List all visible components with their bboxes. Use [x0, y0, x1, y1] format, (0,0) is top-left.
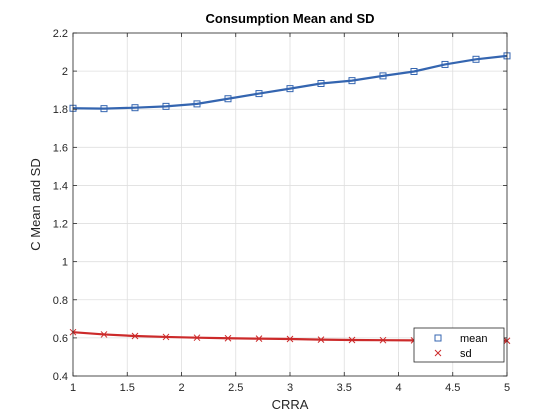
x-tick-label: 4.5 — [445, 382, 460, 394]
data-point-sd — [224, 334, 232, 342]
legend-label-mean: mean — [460, 333, 488, 345]
data-point-sd-stroke — [255, 335, 263, 343]
legend-label-sd: sd — [460, 348, 472, 360]
data-point-sd-stroke — [286, 335, 294, 343]
data-point-mean — [472, 55, 480, 63]
x-tick-label: 5 — [504, 382, 510, 394]
y-tick-label: 1.8 — [53, 104, 68, 116]
x-tick-label: 1 — [70, 382, 76, 394]
legend-box — [413, 327, 505, 363]
data-point-sd — [317, 336, 325, 343]
data-point-sd-stroke — [193, 334, 201, 342]
x-tick-label: 4 — [395, 382, 401, 394]
data-point-sd-stroke — [100, 331, 108, 338]
data-point-sd-stroke — [379, 336, 387, 344]
x-tick-label: 3 — [287, 382, 293, 394]
legend-marker-mean — [434, 334, 442, 342]
data-point-mean — [255, 90, 263, 98]
data-point-sd — [348, 336, 356, 344]
y-tick-label: 0.6 — [53, 333, 68, 345]
y-tick-label: 1 — [62, 257, 68, 269]
y-tick-label: 2 — [62, 66, 68, 78]
x-tick-label: 2.5 — [228, 382, 243, 394]
data-point-mean — [410, 67, 418, 75]
data-point-sd-stroke — [131, 332, 139, 340]
y-tick-label: 1.6 — [53, 142, 68, 154]
x-tick-label: 3.5 — [337, 382, 352, 394]
x-tick-label: 2 — [178, 382, 184, 394]
data-point-mean — [379, 72, 387, 80]
data-point-sd — [193, 334, 201, 342]
data-point-sd — [131, 332, 139, 340]
data-point-sd-stroke — [224, 334, 232, 342]
data-point-mean — [100, 105, 108, 113]
y-tick-label: 2.2 — [53, 28, 68, 40]
data-point-mean — [441, 60, 449, 68]
data-point-sd — [162, 333, 170, 341]
data-point-mean — [286, 85, 294, 93]
legend: mean sd — [413, 327, 505, 363]
data-point-sd — [255, 335, 263, 343]
series-line-mean — [72, 54, 508, 110]
y-tick-label: 0.8 — [53, 295, 68, 307]
data-point-mean — [193, 100, 201, 108]
y-axis-label: C Mean and SD — [28, 158, 43, 251]
x-axis-label: CRRA — [272, 397, 309, 412]
data-point-sd — [100, 331, 108, 338]
data-point-sd — [379, 336, 387, 344]
data-point-mean — [348, 77, 356, 85]
data-point-mean — [162, 102, 170, 110]
ticks: 1 1.5 2 2.5 3 3.5 4 4.5 5 0.4 0.6 0.8 1 1.2 1.4 1.6 1.8 2… — [53, 28, 510, 394]
data-point-sd-stroke — [317, 336, 325, 343]
y-tick-label: 1.2 — [53, 219, 68, 231]
data-point-sd-stroke — [348, 336, 356, 344]
data-point-sd — [286, 335, 294, 343]
chart-title: Consumption Mean and SD — [206, 11, 375, 26]
data-point-sd-stroke — [162, 333, 170, 341]
legend-marker-sd-stroke — [434, 349, 442, 357]
data-point-mean — [317, 79, 325, 87]
data-point-mean — [224, 95, 232, 103]
data-point-mean — [131, 104, 139, 112]
legend-marker-sd — [434, 349, 442, 357]
y-tick-label: 1.4 — [53, 180, 68, 192]
x-tick-label: 1.5 — [120, 382, 135, 394]
y-tick-label: 0.4 — [53, 371, 68, 383]
